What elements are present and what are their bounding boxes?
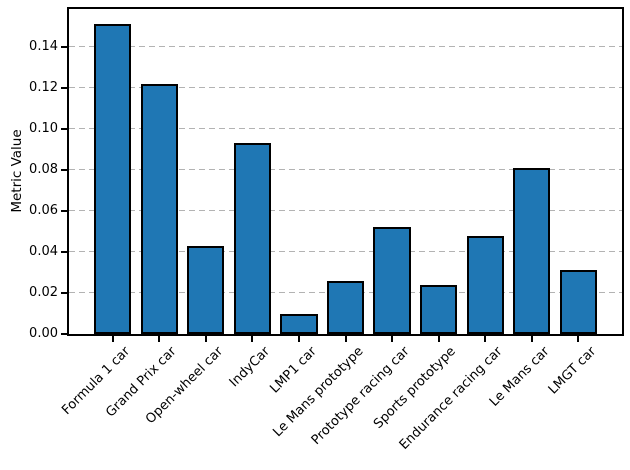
y-tick-label: 0.04: [29, 243, 58, 259]
x-tick-mark: [251, 336, 254, 342]
x-tick-mark: [391, 336, 394, 342]
x-tick-label: LMGT car: [545, 344, 599, 398]
y-tick-label: 0.12: [29, 79, 58, 95]
gridline: [69, 87, 622, 89]
x-tick-mark: [484, 336, 487, 342]
y-tick-mark: [61, 291, 67, 294]
bar-prototype-racing-car: [373, 227, 411, 334]
y-tick-mark: [61, 168, 67, 171]
bar-sports-prototype: [419, 284, 458, 334]
gridline: [69, 128, 622, 130]
bar-lmgt-car: [559, 270, 597, 334]
y-tick-mark: [61, 127, 67, 130]
x-tick-mark: [204, 336, 207, 342]
y-tick-label: 0.02: [29, 284, 58, 300]
y-tick-label: 0.06: [29, 202, 58, 218]
bar-open-wheel-car: [187, 245, 225, 334]
y-tick-mark: [61, 333, 67, 335]
bar-grand-prix-car: [140, 83, 178, 334]
x-tick-label: IndyCar: [226, 344, 274, 391]
bar-endurance-racing-car: [466, 235, 504, 334]
gridline: [69, 251, 622, 253]
y-tick-mark: [61, 250, 67, 253]
x-tick-label: Le Mans prototype: [270, 344, 367, 441]
bar-le-mans-car: [513, 167, 551, 334]
x-tick-mark: [437, 336, 440, 342]
gridline: [69, 169, 622, 171]
y-tick-label: 0.14: [29, 38, 58, 54]
bar-lmp1-car: [280, 313, 318, 334]
gridline: [69, 46, 622, 48]
x-tick-label: Sports prototype: [371, 344, 460, 432]
x-tick-mark: [158, 336, 161, 342]
x-tick-mark: [530, 336, 533, 342]
y-tick-mark: [61, 209, 67, 212]
bar-indycar: [233, 143, 272, 334]
bar-formula-1-car: [94, 24, 132, 334]
x-tick-mark: [344, 336, 347, 342]
y-tick-label: 0.00: [29, 326, 58, 341]
x-tick-mark: [577, 336, 580, 342]
gridline: [69, 210, 622, 212]
y-tick-label: 0.08: [29, 161, 58, 177]
y-tick-mark: [61, 45, 67, 48]
x-tick-mark: [111, 336, 114, 342]
y-tick-label: 0.10: [29, 120, 58, 136]
bar-le-mans-prototype: [326, 280, 365, 334]
y-tick-mark: [61, 86, 67, 89]
x-tick-mark: [297, 336, 300, 342]
plot-area: [67, 7, 624, 336]
